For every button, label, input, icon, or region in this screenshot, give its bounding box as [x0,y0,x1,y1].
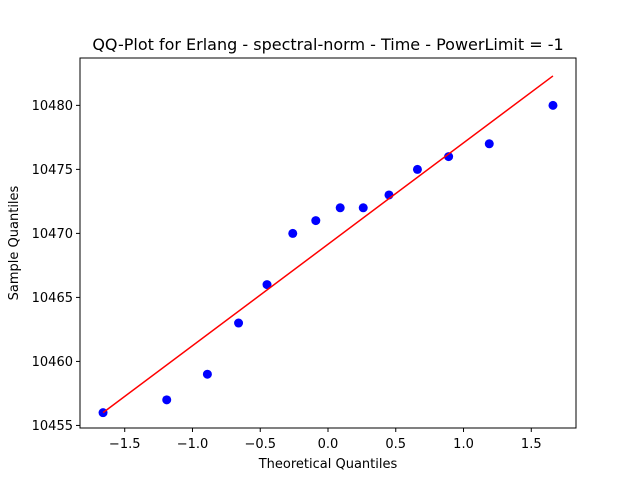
y-axis-label: Sample Quantiles [7,185,22,300]
x-tick-label: 0.5 [385,437,406,452]
chart-title: QQ-Plot for Erlang - spectral-norm - Tim… [92,35,563,54]
x-tick-label: −0.5 [244,437,276,452]
y-tick-label: 10460 [32,355,73,370]
data-point-8 [335,203,345,213]
plot-frame [79,57,577,429]
data-point-9 [358,203,368,213]
data-point-7 [311,216,321,226]
plot-area [98,75,558,418]
y-axis-ticks: 10455 10460 10465 10470 10475 10480 [32,99,80,434]
data-point-6 [288,228,298,238]
data-point-11 [412,164,422,174]
x-tick-label: −1.0 [177,437,209,452]
data-point-3 [202,369,212,379]
data-point-2 [162,395,172,405]
y-tick-label: 10470 [32,227,73,242]
data-point-14 [548,100,558,110]
x-axis-label: Theoretical Quantiles [258,457,398,472]
x-axis-ticks: −1.5 −1.0 −0.5 0.0 0.5 1.0 1.5 [109,428,542,452]
y-tick-label: 10465 [32,291,73,306]
y-tick-label: 10455 [32,419,73,434]
data-point-4 [234,318,244,328]
data-point-5 [262,280,272,290]
x-tick-label: 1.0 [453,437,474,452]
x-tick-label: 1.5 [521,437,542,452]
y-tick-label: 10480 [32,99,73,114]
x-tick-label: 0.0 [318,437,339,452]
data-point-13 [484,139,494,149]
data-point-12 [444,152,454,162]
fit-line [102,75,554,414]
y-tick-label: 10475 [32,163,73,178]
x-tick-label: −1.5 [109,437,141,452]
